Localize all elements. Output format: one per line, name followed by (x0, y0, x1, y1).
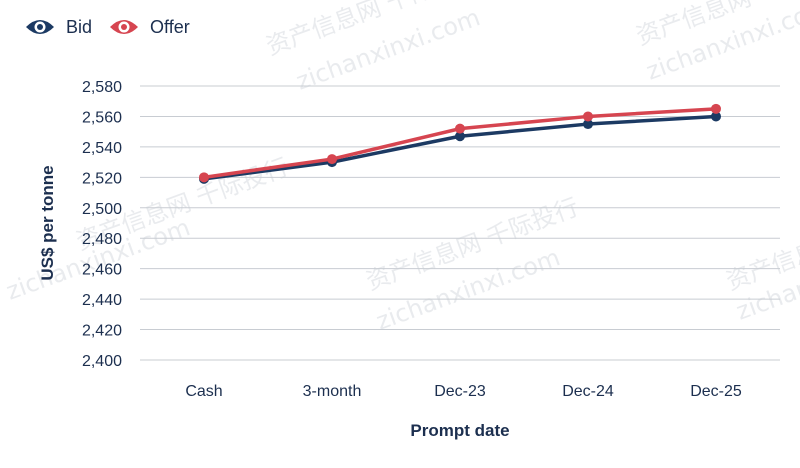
offer-point[interactable] (199, 172, 209, 183)
y-tick-label: 2,420 (82, 323, 122, 340)
x-tick-label: Dec-24 (562, 383, 614, 400)
watermark-text: zichanxinxi.com (372, 243, 563, 335)
eye-icon (26, 20, 54, 34)
bid-point[interactable] (199, 173, 209, 184)
y-tick-label: 2,480 (82, 231, 122, 248)
legend-item-bid[interactable]: Bid (24, 16, 92, 38)
bid-line (203, 114, 717, 181)
y-tick-label: 2,540 (82, 140, 122, 157)
bid-point[interactable] (583, 119, 593, 130)
bid-point[interactable] (327, 157, 337, 168)
series-offer (199, 103, 721, 183)
offer-line (203, 107, 717, 180)
y-tick-label: 2,460 (82, 262, 122, 279)
watermark-text: 资产信息网 千际投行 (262, 0, 482, 61)
series-layer (199, 103, 721, 184)
y-tick-label: 2,440 (82, 292, 122, 309)
y-tick-label: 2,520 (82, 170, 122, 187)
offer-point[interactable] (711, 103, 721, 114)
offer-point[interactable] (583, 111, 593, 122)
offer-point[interactable] (455, 123, 465, 134)
series-bid (199, 111, 721, 184)
legend: Bid Offer (24, 16, 190, 38)
watermark-text: zichanxinxi.com (2, 213, 193, 305)
x-tick-label: Dec-25 (690, 383, 742, 400)
x-tick-label: Cash (185, 383, 222, 400)
y-tick-label: 2,400 (82, 353, 122, 370)
bid-point[interactable] (455, 131, 465, 142)
x-axis-title: Prompt date (410, 421, 509, 440)
legend-label-offer: Offer (150, 16, 190, 37)
y-axis-ticks: 2,400 2,420 2,440 2,460 2,480 2,500 2,520 2,540… (82, 79, 122, 370)
y-tick-label: 2,580 (82, 79, 122, 96)
watermark-text: 资产信息网 千际投行 (72, 153, 292, 256)
y-axis-title: US$ per tonne (38, 165, 57, 280)
eye-icon (110, 20, 139, 34)
y-tick-label: 2,560 (82, 109, 122, 126)
offer-point[interactable] (327, 154, 337, 165)
watermark-text: 资产信息网 千际投行 (632, 0, 800, 51)
watermark-text: 资产信息网 千际投行 (722, 193, 800, 296)
grid-lines (140, 85, 780, 361)
y-tick-label: 2,500 (82, 201, 122, 218)
watermark-text: zichanxinxi.com (732, 233, 800, 325)
x-axis-ticks: Cash 3-month Dec-23 Dec-24 Dec-25 (185, 383, 742, 400)
watermark-text: zichanxinxi.com (642, 0, 800, 86)
x-tick-label: Dec-23 (434, 383, 486, 400)
x-tick-label: 3-month (303, 383, 362, 400)
watermark-text: zichanxinxi.com (292, 3, 483, 95)
legend-label-bid: Bid (66, 16, 93, 37)
bid-point[interactable] (711, 111, 721, 122)
legend-item-offer[interactable]: Offer (108, 16, 190, 38)
watermark-text: 资产信息网 千际投行 (362, 193, 582, 296)
